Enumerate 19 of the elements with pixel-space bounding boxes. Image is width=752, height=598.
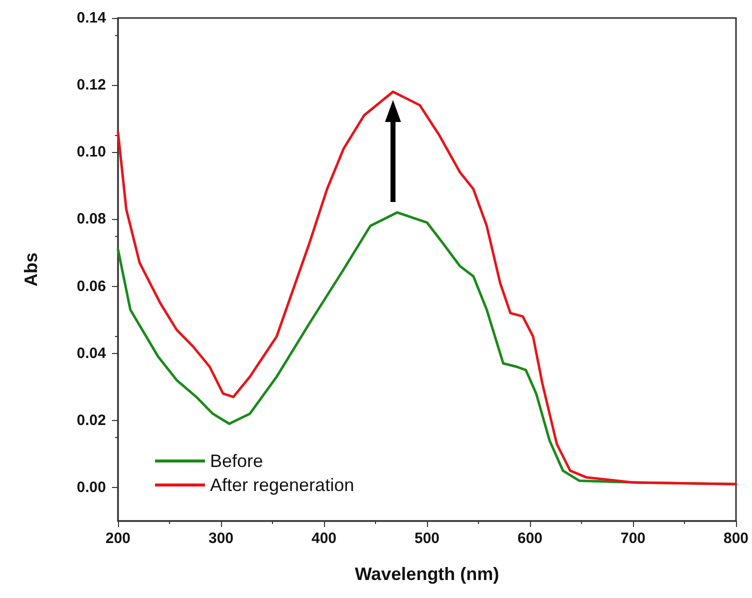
y-tick-label: 0.06 xyxy=(76,278,106,295)
y-tick-label: 0.04 xyxy=(76,344,107,362)
x-tick-label: 700 xyxy=(620,530,646,547)
y-tick-label: 0.08 xyxy=(76,210,106,228)
x-tick-label: 400 xyxy=(311,530,337,547)
y-tick-label: 0.14 xyxy=(76,10,107,26)
x-tick-label: 300 xyxy=(208,530,234,547)
x-tick-label: 600 xyxy=(517,530,543,547)
y-axis-title: Abs xyxy=(21,252,41,287)
legend-label: After regeneration xyxy=(210,475,354,495)
x-tick-label: 200 xyxy=(105,530,131,547)
x-axis-title: Wavelength (nm) xyxy=(354,564,500,584)
y-tick-label: 0.00 xyxy=(76,478,106,496)
x-tick-label: 800 xyxy=(723,530,749,547)
legend-label: Before xyxy=(210,451,264,471)
y-tick-label: 0.10 xyxy=(76,144,106,161)
y-tick-label: 0.12 xyxy=(76,76,106,94)
x-tick-label: 500 xyxy=(414,530,440,547)
y-tick-label: 0.02 xyxy=(76,412,106,429)
